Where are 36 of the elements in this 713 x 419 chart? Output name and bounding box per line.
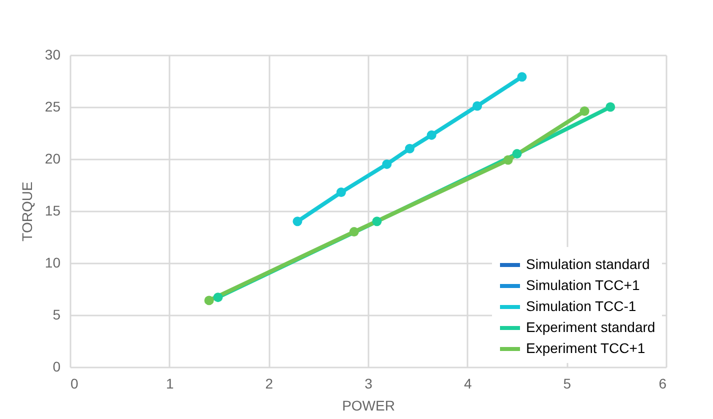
point <box>349 227 359 237</box>
point <box>512 149 522 159</box>
x-tick-label: 6 <box>658 376 667 392</box>
point <box>382 159 392 169</box>
x-tick-label: 5 <box>563 376 572 392</box>
point <box>503 155 513 165</box>
y-tick-label: 30 <box>44 46 61 62</box>
y-axis-title: TORQUE <box>18 182 35 242</box>
point <box>580 106 590 116</box>
point <box>292 216 302 226</box>
legend-label: Simulation standard <box>526 256 650 272</box>
y-tick-label: 25 <box>44 98 61 114</box>
point <box>404 144 414 154</box>
y-tick-label: 15 <box>44 202 61 218</box>
y-tick-label: 10 <box>44 254 61 270</box>
x-tick-label: 2 <box>265 376 274 392</box>
point <box>204 296 214 306</box>
point <box>372 216 382 226</box>
y-tick-label: 20 <box>44 150 61 166</box>
x-tick-label: 4 <box>464 376 472 392</box>
legend-label: Experiment standard <box>526 319 656 335</box>
point <box>472 101 482 111</box>
legend-label: Simulation TCC-1 <box>526 298 636 314</box>
y-tick-label: 0 <box>52 358 61 374</box>
y-tick-label: 5 <box>52 306 61 322</box>
point <box>517 72 527 82</box>
legend-label: Experiment TCC+1 <box>526 340 646 356</box>
point <box>426 130 436 140</box>
x-tick-label: 3 <box>364 376 373 392</box>
x-tick-label: 0 <box>70 376 78 392</box>
point <box>606 102 616 112</box>
x-axis-title: POWER <box>342 398 395 414</box>
legend-label: Simulation TCC+1 <box>526 277 640 293</box>
point <box>336 188 346 198</box>
point <box>213 292 223 302</box>
x-tick-label: 1 <box>166 376 174 392</box>
